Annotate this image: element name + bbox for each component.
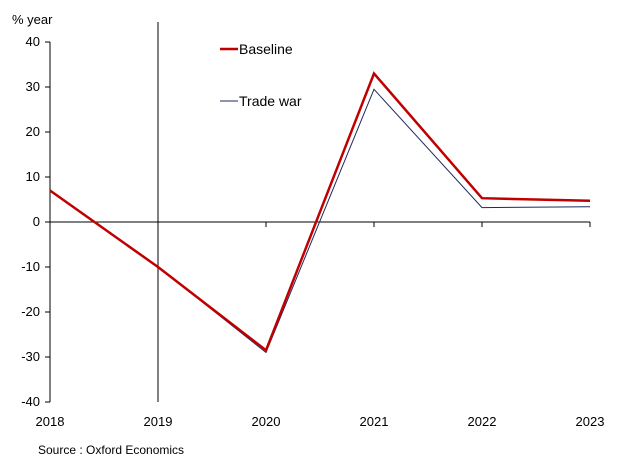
y-tick-label: -30 — [21, 349, 40, 364]
legend-label: Baseline — [239, 41, 293, 57]
legend: Baseline Trade war — [220, 41, 302, 109]
axes: 40 30 20 10 0 -10 -20 -30 -40 2018 2019 2020 2021 202… — [21, 22, 604, 429]
y-tick-label: -20 — [21, 304, 40, 319]
x-tick-label: 2023 — [576, 414, 605, 429]
y-axis-unit-label: % year — [12, 12, 53, 27]
series-line-baseline — [49, 71, 591, 353]
series-lines — [49, 71, 591, 354]
x-tick-label: 2018 — [36, 414, 65, 429]
y-tick-label: 0 — [33, 214, 40, 229]
x-tick-label: 2020 — [252, 414, 281, 429]
source-note: Source : Oxford Economics — [38, 443, 184, 457]
legend-label: Trade war — [239, 93, 302, 109]
y-tick-label: -10 — [21, 259, 40, 274]
series-line-trade-war — [49, 88, 591, 354]
x-tick-label: 2021 — [360, 414, 389, 429]
y-tick-label: 40 — [26, 34, 40, 49]
y-tick-label: 20 — [26, 124, 40, 139]
x-tick-label: 2019 — [144, 414, 173, 429]
y-tick-label: 30 — [26, 79, 40, 94]
y-tick-label: -40 — [21, 394, 40, 409]
y-tick-label: 10 — [26, 169, 40, 184]
x-tick-label: 2022 — [468, 414, 497, 429]
